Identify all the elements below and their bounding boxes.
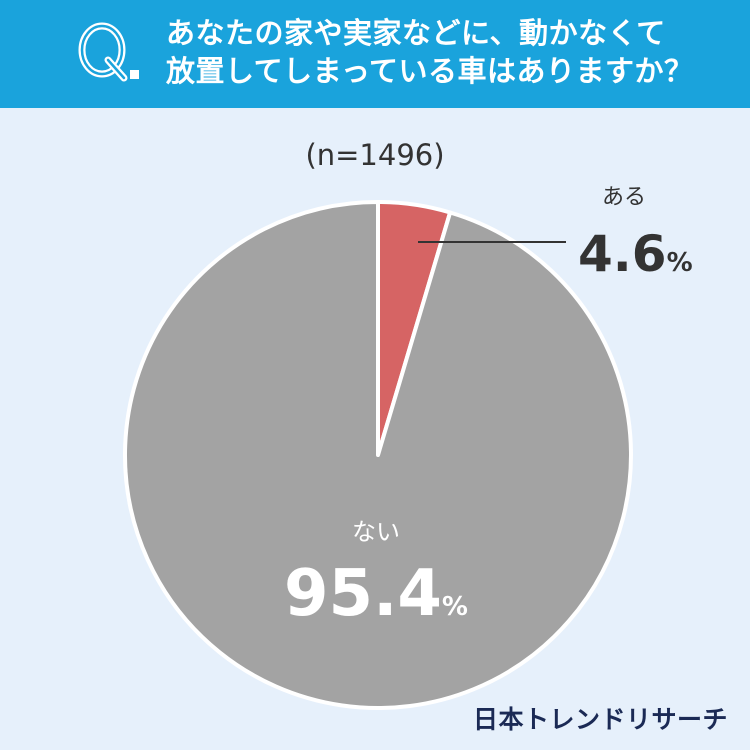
q-mark-icon	[78, 22, 139, 82]
slice-value-aru: 4.6%	[578, 225, 693, 283]
question-header: あなたの家や実家などに、動かなくて 放置してしまっている車はありますか？	[0, 0, 750, 108]
question-title: あなたの家や実家などに、動かなくて 放置してしまっている車はありますか？	[166, 16, 694, 88]
brand-logo: 日本トレンドリサーチ	[472, 705, 728, 734]
sample-size-label: (n=1496)	[305, 138, 445, 172]
slice-label-aru: ある	[602, 185, 646, 210]
slice-nai	[123, 200, 633, 710]
slice-label-nai: ない	[352, 518, 400, 546]
slice-value-nai: 95.4%	[284, 557, 468, 631]
